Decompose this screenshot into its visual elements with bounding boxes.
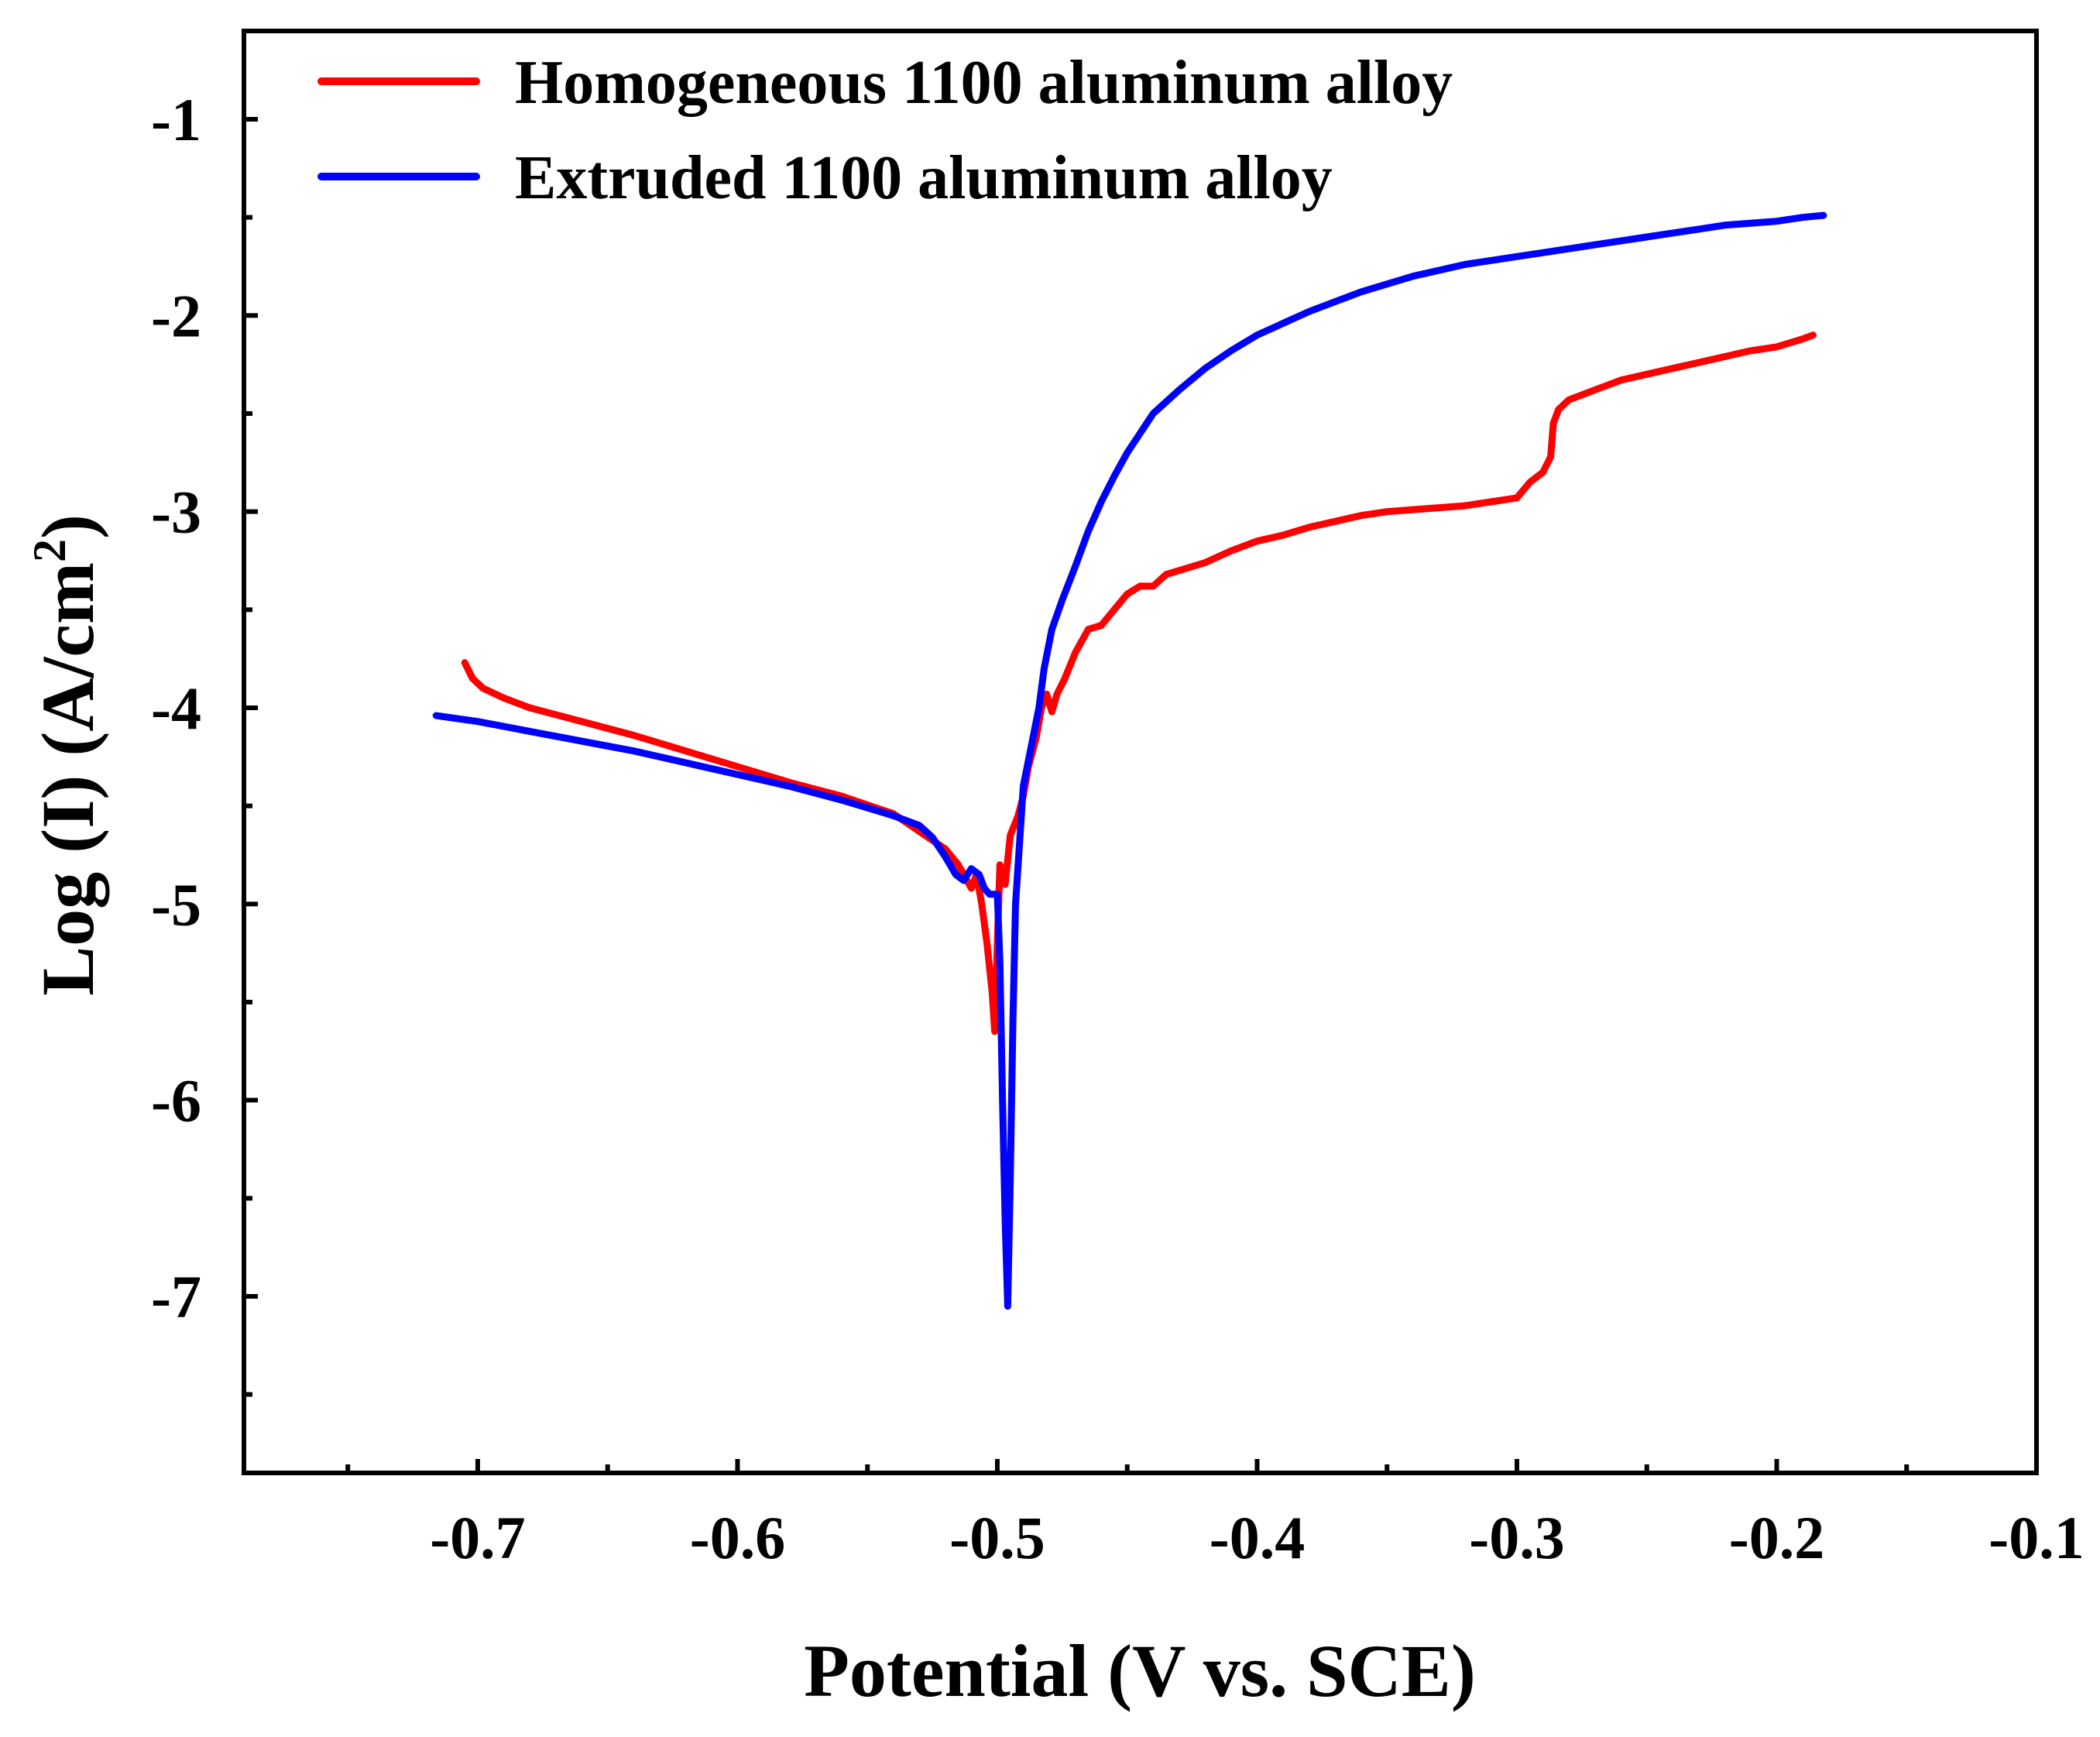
legend: Homogeneous 1100 aluminum alloy Extruded… [317, 49, 1453, 212]
y-axis-ticks: -7 -6 -5 -4 -3 -2 -1 [151, 86, 258, 1397]
y-tick-label: -6 [151, 1067, 201, 1135]
y-axis-title-main: Log (I) (A/cm [26, 562, 109, 996]
x-tick-label: -0.5 [949, 1504, 1045, 1571]
y-tick-label: -2 [151, 282, 201, 349]
x-tick-label: -0.2 [1729, 1504, 1824, 1571]
series-layer [432, 211, 1827, 1310]
y-tick-label: -1 [151, 86, 201, 153]
x-tick-label: -0.6 [690, 1504, 785, 1571]
y-axis-title-close: ) [26, 514, 109, 539]
y-axis-title-sup: 2 [24, 539, 75, 562]
x-tick-label: -0.7 [430, 1504, 525, 1571]
series-line-homogeneous [461, 331, 1817, 1035]
legend-label-extruded: Extruded 1100 aluminum alloy [515, 144, 1333, 212]
legend-label-homogeneous: Homogeneous 1100 aluminum alloy [515, 49, 1453, 117]
series-line-extruded [432, 211, 1827, 1310]
y-tick-label: -3 [151, 479, 201, 546]
x-tick-label: -0.3 [1469, 1504, 1564, 1571]
y-tick-label: -5 [151, 870, 201, 938]
x-tick-label: -0.4 [1210, 1504, 1305, 1571]
y-tick-label: -4 [151, 675, 201, 742]
plot-frame [242, 29, 2039, 1475]
y-tick-label: -7 [151, 1263, 201, 1330]
x-tick-label: -0.1 [1988, 1504, 2084, 1571]
x-axis-ticks: -0.7 -0.6 -0.5 -0.4 -0.3 -0.2 -0.1 [345, 1459, 2085, 1571]
y-axis-title: Log (I) (A/cm2) [24, 514, 109, 996]
x-axis-title: Potential (V vs. SCE) [804, 1629, 1476, 1712]
